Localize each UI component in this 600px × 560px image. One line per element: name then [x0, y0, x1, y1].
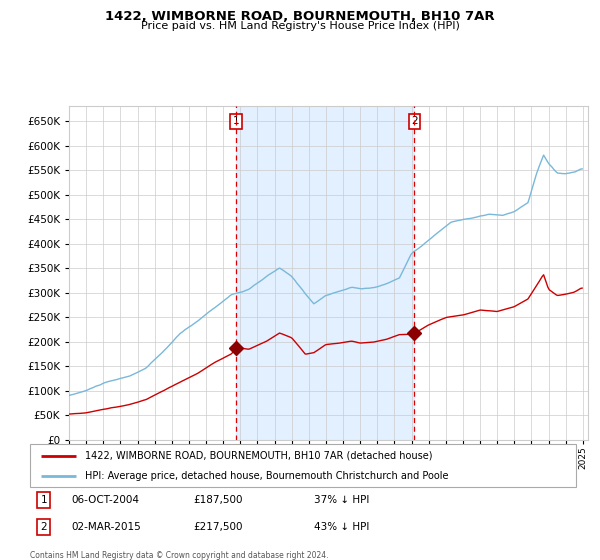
Text: £187,500: £187,500	[194, 495, 244, 505]
FancyBboxPatch shape	[30, 444, 576, 487]
Text: 1: 1	[40, 495, 47, 505]
Text: £217,500: £217,500	[194, 522, 244, 532]
Text: Contains HM Land Registry data © Crown copyright and database right 2024.: Contains HM Land Registry data © Crown c…	[30, 551, 329, 560]
Text: 1422, WIMBORNE ROAD, BOURNEMOUTH, BH10 7AR: 1422, WIMBORNE ROAD, BOURNEMOUTH, BH10 7…	[105, 10, 495, 22]
Bar	[236, 106, 415, 440]
Text: 43% ↓ HPI: 43% ↓ HPI	[314, 522, 369, 532]
Text: HPI: Average price, detached house, Bournemouth Christchurch and Poole: HPI: Average price, detached house, Bour…	[85, 472, 448, 481]
Text: 02-MAR-2015: 02-MAR-2015	[71, 522, 140, 532]
Text: 2: 2	[40, 522, 47, 532]
Text: 1: 1	[233, 116, 239, 127]
Text: 06-OCT-2004: 06-OCT-2004	[71, 495, 139, 505]
Text: 37% ↓ HPI: 37% ↓ HPI	[314, 495, 369, 505]
Text: 2: 2	[411, 116, 418, 127]
Text: 1422, WIMBORNE ROAD, BOURNEMOUTH, BH10 7AR (detached house): 1422, WIMBORNE ROAD, BOURNEMOUTH, BH10 7…	[85, 451, 432, 461]
Text: Price paid vs. HM Land Registry's House Price Index (HPI): Price paid vs. HM Land Registry's House …	[140, 21, 460, 31]
